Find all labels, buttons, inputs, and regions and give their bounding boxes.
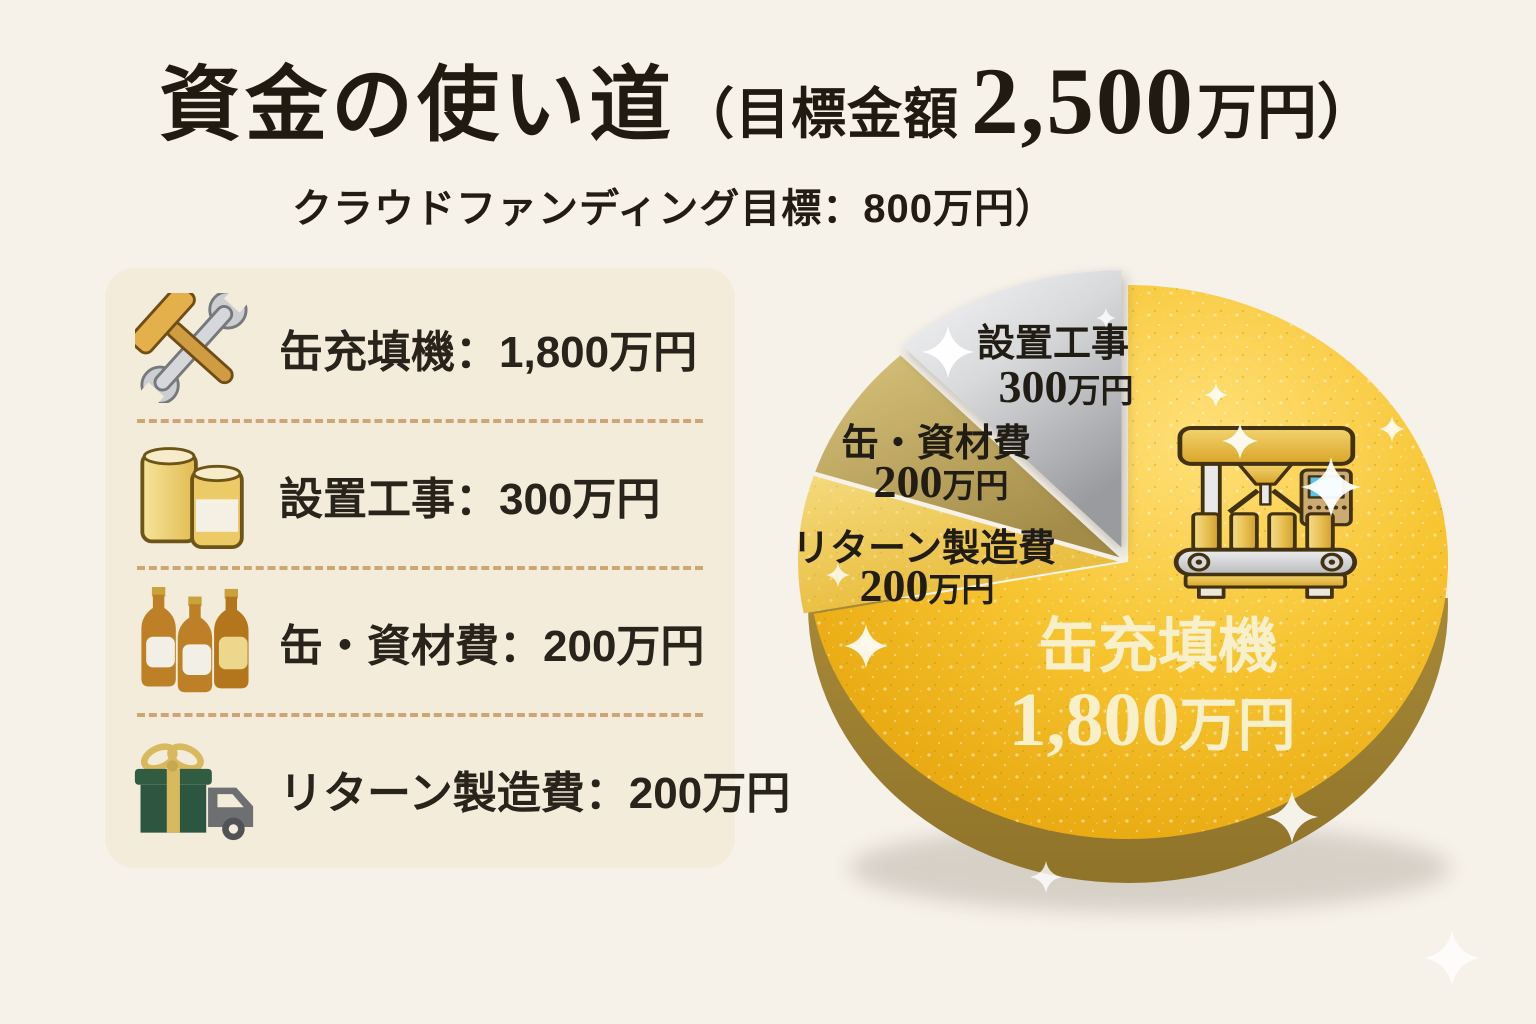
legend-panel: 缶充填機：1,800万円 設置工事：300万円 — [105, 268, 790, 868]
sparkle-icon — [1301, 457, 1361, 517]
sparkle-icon — [826, 563, 850, 587]
pie-label-returns: リターン製造費 — [792, 528, 1056, 570]
sparkle-icon — [1204, 383, 1228, 407]
dashed-divider — [137, 419, 703, 423]
pie-label-materials: 缶・資材費 — [841, 423, 1031, 465]
legend-item-returns: リターン製造費：200万円 — [133, 717, 790, 860]
title-goal-amount: 2,500 — [971, 48, 1195, 154]
pie-value-materials: 200万円 — [874, 456, 1009, 507]
title-paren-close: 万円） — [1196, 80, 1377, 146]
sparkle-icon — [1424, 930, 1480, 986]
pie-label-installation: 設置工事 — [977, 323, 1129, 365]
dashed-divider — [137, 566, 703, 570]
cans-icon — [133, 439, 255, 551]
pie-slice-installation — [902, 270, 1122, 548]
crowdfunding-goal-subtitle: クラウドファンディング目標：800万円） — [292, 187, 1056, 231]
legend-item-installation: 設置工事：300万円 — [133, 423, 707, 566]
pie-value-installation: 300万円 — [999, 361, 1134, 412]
can-filling-machine-icon — [1173, 426, 1358, 599]
legend-item-materials: 缶・資材費：200万円 — [133, 570, 707, 713]
sparkle-icon — [1096, 308, 1116, 328]
sparkle-icon — [922, 326, 974, 378]
sparkle-icon — [844, 624, 888, 668]
sparkle-icon — [1379, 416, 1405, 442]
pie-value-filling-machine: 1,800万円 — [1008, 678, 1295, 762]
tools-icon — [133, 292, 255, 404]
pie-slice-materials — [815, 355, 1120, 558]
bottles-icon — [133, 586, 255, 698]
page-title: 資金の使い道 （目標金額 2,500 万円） — [0, 38, 1536, 157]
dashed-divider — [137, 713, 703, 717]
sparkle-icons — [826, 308, 1480, 986]
legend-item-label: 缶・資材費：200万円 — [279, 621, 705, 671]
pie-slice-glitter-overlay — [798, 475, 1118, 614]
sparkle-icon — [1222, 423, 1258, 459]
title-main: 資金の使い道 — [159, 60, 676, 151]
legend-item-filling-machine: 缶充填機：1,800万円 — [133, 276, 707, 419]
legend-item-label: リターン製造費：200万円 — [279, 768, 791, 818]
sparkle-icon — [1266, 791, 1318, 843]
gift-truck-icon — [133, 733, 255, 845]
legend-item-label: 設置工事：300万円 — [279, 474, 661, 524]
title-paren-open: （目標金額 — [679, 84, 960, 145]
pie-slice-glitter-overlay — [813, 285, 1449, 839]
sparkle-icon — [1030, 861, 1062, 893]
pie-label-filling-machine: 缶充填機 — [1038, 614, 1278, 680]
legend-item-label: 缶充填機：1,800万円 — [279, 327, 698, 377]
pie-value-returns: 200万円 — [860, 560, 995, 611]
